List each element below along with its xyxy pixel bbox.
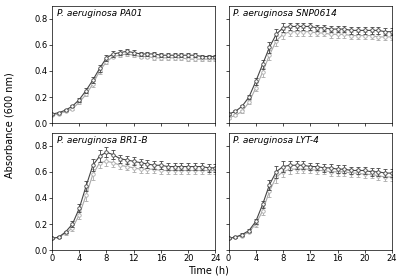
Text: P. aeruginosa PA01: P. aeruginosa PA01 — [57, 9, 142, 18]
Text: P. aeruginosa BR1-B: P. aeruginosa BR1-B — [57, 136, 148, 145]
Text: P. aeruginosa LYT-4: P. aeruginosa LYT-4 — [234, 136, 319, 145]
Text: Time (h): Time (h) — [188, 265, 228, 275]
Text: P. aeruginosa SNP0614: P. aeruginosa SNP0614 — [234, 9, 337, 18]
Text: Absorbance (600 nm): Absorbance (600 nm) — [4, 72, 14, 178]
